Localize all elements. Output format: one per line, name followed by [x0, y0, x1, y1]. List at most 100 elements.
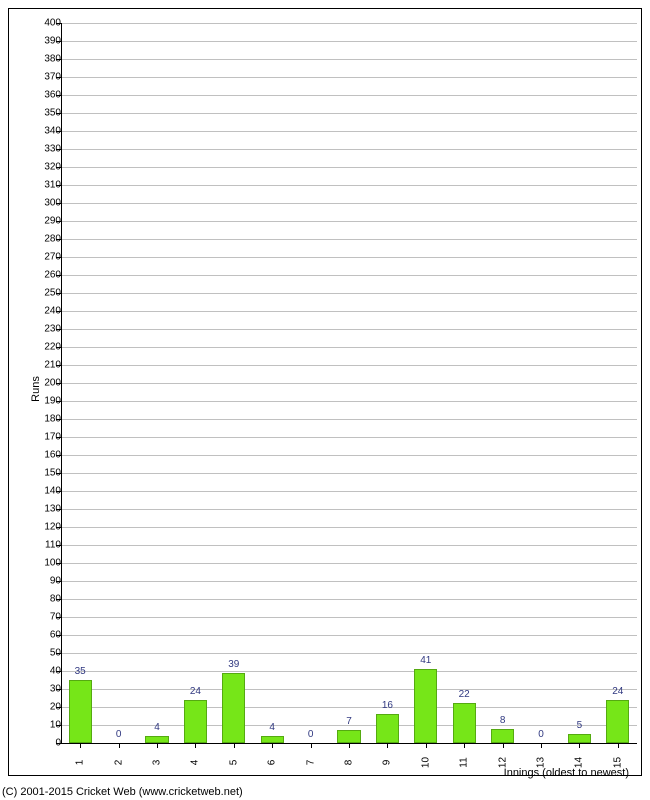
x-tickmark: [349, 743, 350, 748]
x-tick-label: 3: [152, 760, 163, 766]
bar-value-label: 16: [382, 700, 393, 711]
x-tickmark: [119, 743, 120, 748]
gridline: [61, 113, 637, 114]
gridline: [61, 689, 637, 690]
y-tick-label: 80: [31, 594, 61, 605]
y-tick-label: 390: [31, 36, 61, 47]
x-tickmark: [618, 743, 619, 748]
bar: [568, 734, 591, 743]
gridline: [61, 23, 637, 24]
y-tick-label: 280: [31, 234, 61, 245]
gridline: [61, 311, 637, 312]
bar-value-label: 0: [116, 729, 122, 740]
gridline: [61, 77, 637, 78]
bar-value-label: 7: [346, 716, 352, 727]
bar: [69, 680, 92, 743]
y-tick-label: 240: [31, 306, 61, 317]
y-tick-label: 290: [31, 216, 61, 227]
gridline: [61, 455, 637, 456]
gridline: [61, 401, 637, 402]
x-tick-label: 4: [190, 760, 201, 766]
y-tick-label: 330: [31, 144, 61, 155]
x-tickmark: [541, 743, 542, 748]
x-tick-label: 5: [228, 760, 239, 766]
gridline: [61, 635, 637, 636]
gridline: [61, 563, 637, 564]
x-tick-label: 8: [344, 760, 355, 766]
x-tick-label: 9: [382, 760, 393, 766]
copyright-text: (C) 2001-2015 Cricket Web (www.cricketwe…: [2, 786, 243, 798]
bar-value-label: 4: [269, 722, 275, 733]
y-tick-label: 40: [31, 666, 61, 677]
y-tick-label: 170: [31, 432, 61, 443]
gridline: [61, 527, 637, 528]
bar: [184, 700, 207, 743]
y-tick-label: 130: [31, 504, 61, 515]
y-tick-label: 180: [31, 414, 61, 425]
bar: [606, 700, 629, 743]
x-tick-label: 1: [75, 760, 86, 766]
gridline: [61, 239, 637, 240]
y-tick-label: 300: [31, 198, 61, 209]
y-tick-label: 20: [31, 702, 61, 713]
y-tick-label: 30: [31, 684, 61, 695]
y-tick-label: 90: [31, 576, 61, 587]
gridline: [61, 617, 637, 618]
y-tick-label: 140: [31, 486, 61, 497]
y-axis-line: [61, 23, 62, 743]
y-tick-label: 350: [31, 108, 61, 119]
x-tick-label: 11: [459, 757, 470, 767]
x-tickmark: [426, 743, 427, 748]
gridline: [61, 437, 637, 438]
y-tick-label: 70: [31, 612, 61, 623]
chart-container: 3504243940716412280524 01020304050607080…: [0, 0, 650, 800]
gridline: [61, 653, 637, 654]
gridline: [61, 383, 637, 384]
gridline: [61, 95, 637, 96]
gridline: [61, 41, 637, 42]
x-tick-label: 10: [420, 757, 431, 768]
bar-value-label: 0: [538, 729, 544, 740]
bar: [376, 714, 399, 743]
bar-value-label: 4: [154, 722, 160, 733]
bar-value-label: 39: [228, 659, 239, 670]
x-tickmark: [157, 743, 158, 748]
gridline: [61, 347, 637, 348]
y-tick-label: 370: [31, 72, 61, 83]
x-tick-label: 2: [113, 760, 124, 766]
gridline: [61, 293, 637, 294]
bar-value-label: 24: [612, 686, 623, 697]
bar: [261, 736, 284, 743]
x-tick-label: 6: [267, 760, 278, 766]
bar: [414, 669, 437, 743]
x-tickmark: [503, 743, 504, 748]
y-tick-label: 160: [31, 450, 61, 461]
gridline: [61, 599, 637, 600]
y-tick-label: 310: [31, 180, 61, 191]
gridline: [61, 149, 637, 150]
x-tickmark: [387, 743, 388, 748]
y-tick-label: 270: [31, 252, 61, 263]
gridline: [61, 203, 637, 204]
y-tick-label: 120: [31, 522, 61, 533]
x-tickmark: [311, 743, 312, 748]
y-tick-label: 250: [31, 288, 61, 299]
y-tick-label: 400: [31, 18, 61, 29]
y-tick-label: 100: [31, 558, 61, 569]
bar-value-label: 5: [577, 720, 583, 731]
x-tickmark: [195, 743, 196, 748]
bar-value-label: 35: [75, 666, 86, 677]
y-tick-label: 260: [31, 270, 61, 281]
gridline: [61, 581, 637, 582]
bar-value-label: 0: [308, 729, 314, 740]
y-tick-label: 220: [31, 342, 61, 353]
gridline: [61, 131, 637, 132]
gridline: [61, 365, 637, 366]
gridline: [61, 419, 637, 420]
x-tick-label: 7: [305, 760, 316, 766]
gridline: [61, 221, 637, 222]
gridline: [61, 275, 637, 276]
gridline: [61, 707, 637, 708]
y-tick-label: 340: [31, 126, 61, 137]
y-tick-label: 110: [31, 540, 61, 551]
